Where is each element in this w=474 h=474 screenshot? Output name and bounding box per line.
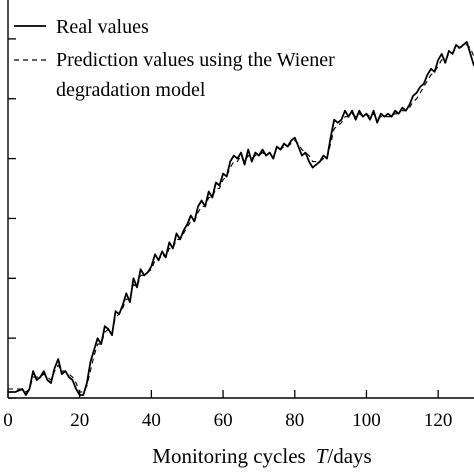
x-axis-title: Monitoring cycles T/days bbox=[152, 444, 371, 468]
x-tick-label: 100 bbox=[352, 410, 381, 431]
x-tick-label: 80 bbox=[285, 410, 304, 431]
series-line-real bbox=[8, 41, 474, 396]
x-axis-title-prefix: Monitoring cycles bbox=[152, 444, 305, 468]
x-axis-title-suffix: /days bbox=[327, 444, 371, 468]
x-tick-label: 20 bbox=[70, 410, 89, 431]
series-line-prediction bbox=[8, 44, 474, 393]
legend: Real values Prediction values using the … bbox=[14, 16, 335, 101]
series-group bbox=[8, 41, 474, 396]
x-tick-label: 0 bbox=[3, 410, 13, 431]
y-axis-ticks bbox=[8, 38, 16, 399]
legend-label-prediction-line1: Prediction values using the Wiener bbox=[56, 49, 335, 71]
x-tick-label: 60 bbox=[214, 410, 233, 431]
x-tick-label: 120 bbox=[424, 410, 453, 431]
legend-label-prediction-line2: degradation model bbox=[56, 79, 206, 101]
legend-label-real: Real values bbox=[56, 16, 149, 38]
x-tick-label: 40 bbox=[142, 410, 161, 431]
x-axis-ticks: 0 20 40 60 80 100 120 bbox=[3, 390, 452, 431]
x-axis-title-variable: T bbox=[316, 444, 329, 468]
